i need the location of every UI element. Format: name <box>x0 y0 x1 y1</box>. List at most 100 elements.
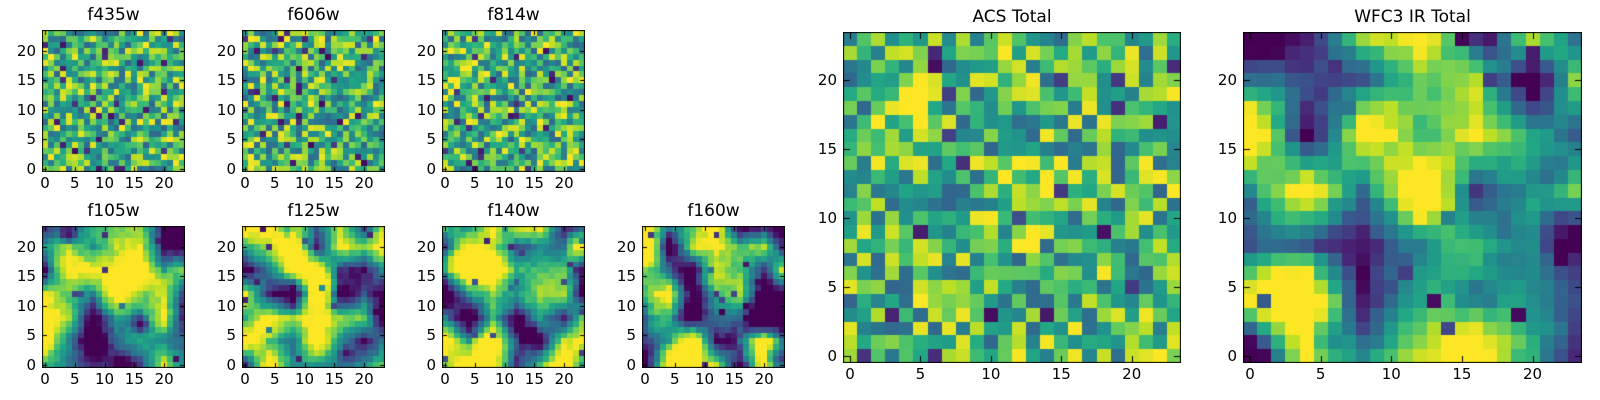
panel-title-wfc3-ir-total: WFC3 IR Total <box>1354 7 1471 28</box>
panel-title-f105w: f105w <box>87 201 140 222</box>
x-tick-label-acs-total-15: 15 <box>1051 365 1071 383</box>
heatmap-f105w <box>42 226 185 368</box>
y-tick-label-wfc3-ir-total-10: 10 <box>1217 209 1237 228</box>
x-tick-label-wfc3-ir-total-5: 5 <box>1315 365 1326 383</box>
x-tick-label-f606w-5: 5 <box>269 174 280 192</box>
panel-title-f814w: f814w <box>487 5 540 26</box>
x-tick-label-wfc3-ir-total-10: 10 <box>1381 365 1401 383</box>
y-tick-label-f140w-15: 15 <box>416 267 436 286</box>
y-tick-label-f606w-15: 15 <box>216 71 236 90</box>
y-tick-label-f814w-0: 0 <box>426 160 436 179</box>
x-tick-label-f435w-0: 0 <box>40 174 50 192</box>
panel-wfc3-ir-total: WFC3 IR Total 0 5 10 15 20 0 5 10 15 20 <box>1218 8 1582 382</box>
x-tick-label-f160w-20: 20 <box>754 370 774 388</box>
x-tick-label-wfc3-ir-total-15: 15 <box>1452 365 1472 383</box>
x-tick-label-f814w-10: 10 <box>495 174 515 192</box>
y-tick-label-f814w-10: 10 <box>416 100 436 119</box>
x-tick-label-f105w-0: 0 <box>40 370 50 388</box>
panel-title-f160w: f160w <box>687 201 740 222</box>
y-tick-label-f606w-0: 0 <box>226 160 236 179</box>
y-tick-label-f606w-20: 20 <box>216 41 236 60</box>
y-tick-label-f125w-10: 10 <box>216 296 236 315</box>
y-tick-label-wfc3-ir-total-20: 20 <box>1217 71 1237 90</box>
x-tick-label-f606w-10: 10 <box>295 174 315 192</box>
y-tick-label-f814w-15: 15 <box>416 71 436 90</box>
heatmap-wfc3-ir-total <box>1243 32 1582 363</box>
x-tick-label-wfc3-ir-total-20: 20 <box>1523 365 1543 383</box>
y-tick-label-f435w-15: 15 <box>16 71 36 90</box>
y-tick-label-f140w-20: 20 <box>416 237 436 256</box>
y-tick-label-acs-total-0: 0 <box>827 347 837 366</box>
x-tick-label-f105w-20: 20 <box>154 370 174 388</box>
x-tick-label-acs-total-10: 10 <box>981 365 1001 383</box>
y-tick-label-f435w-20: 20 <box>16 41 36 60</box>
y-tick-label-f105w-0: 0 <box>26 356 36 375</box>
y-tick-label-f125w-20: 20 <box>216 237 236 256</box>
y-tick-label-wfc3-ir-total-15: 15 <box>1217 140 1237 159</box>
y-tick-label-f160w-10: 10 <box>616 296 636 315</box>
panel-title-f606w: f606w <box>287 5 340 26</box>
panel-f160w: f160w 0 5 10 15 20 0 5 10 15 20 <box>617 202 785 387</box>
panel-title-f125w: f125w <box>287 201 340 222</box>
y-tick-label-f105w-15: 15 <box>16 267 36 286</box>
panel-f140w: f140w 0 5 10 15 20 0 5 10 15 20 <box>417 202 585 387</box>
panel-acs-total: ACS Total 0 5 10 15 20 0 5 10 15 20 <box>818 8 1181 382</box>
x-tick-label-acs-total-5: 5 <box>915 365 926 383</box>
x-tick-label-f814w-0: 0 <box>440 174 450 192</box>
heatmap-f435w <box>42 30 185 172</box>
heatmap-f140w <box>442 226 585 368</box>
panel-title-acs-total: ACS Total <box>972 7 1052 28</box>
panel-f814w: f814w 0 5 10 15 20 0 5 10 15 20 <box>417 6 585 191</box>
x-tick-label-f606w-20: 20 <box>354 174 374 192</box>
y-tick-label-f140w-0: 0 <box>426 356 436 375</box>
x-tick-label-f140w-5: 5 <box>469 370 480 388</box>
x-tick-label-f160w-5: 5 <box>669 370 680 388</box>
y-tick-label-f435w-10: 10 <box>16 100 36 119</box>
x-tick-label-f435w-15: 15 <box>124 174 144 192</box>
y-tick-label-f606w-10: 10 <box>216 100 236 119</box>
y-tick-label-f606w-5: 5 <box>226 130 236 149</box>
panel-f105w: f105w 0 5 10 15 20 0 5 10 15 20 <box>17 202 185 387</box>
x-tick-label-f105w-5: 5 <box>69 370 80 388</box>
y-tick-label-wfc3-ir-total-5: 5 <box>1227 278 1237 297</box>
y-tick-label-f160w-0: 0 <box>626 356 636 375</box>
heatmap-acs-total <box>843 32 1181 363</box>
y-tick-label-f105w-20: 20 <box>16 237 36 256</box>
x-tick-label-f435w-10: 10 <box>95 174 115 192</box>
x-tick-label-f160w-15: 15 <box>724 370 744 388</box>
y-tick-label-wfc3-ir-total-0: 0 <box>1227 347 1237 366</box>
y-tick-label-f125w-5: 5 <box>226 326 236 345</box>
x-tick-label-acs-total-20: 20 <box>1122 365 1142 383</box>
x-tick-label-f125w-15: 15 <box>324 370 344 388</box>
x-tick-label-f140w-0: 0 <box>440 370 450 388</box>
x-tick-label-f814w-5: 5 <box>469 174 480 192</box>
x-tick-label-acs-total-0: 0 <box>845 365 855 383</box>
y-tick-label-f435w-5: 5 <box>26 130 36 149</box>
y-tick-label-f814w-5: 5 <box>426 130 436 149</box>
y-tick-label-f105w-5: 5 <box>26 326 36 345</box>
x-tick-label-f606w-0: 0 <box>240 174 250 192</box>
y-tick-label-acs-total-10: 10 <box>817 209 837 228</box>
y-tick-label-f140w-10: 10 <box>416 296 436 315</box>
heatmap-f160w <box>642 226 785 368</box>
heatmap-f814w <box>442 30 585 172</box>
panel-f606w: f606w 0 5 10 15 20 0 5 10 15 20 <box>217 6 385 191</box>
y-tick-label-f160w-20: 20 <box>616 237 636 256</box>
y-tick-label-f105w-10: 10 <box>16 296 36 315</box>
x-tick-label-f814w-20: 20 <box>554 174 574 192</box>
x-tick-label-f814w-15: 15 <box>524 174 544 192</box>
x-tick-label-f140w-20: 20 <box>554 370 574 388</box>
panel-f435w: f435w 0 5 10 15 20 0 5 10 15 20 <box>17 6 185 191</box>
y-tick-label-acs-total-20: 20 <box>817 71 837 90</box>
y-tick-label-acs-total-15: 15 <box>817 140 837 159</box>
x-tick-label-f160w-10: 10 <box>695 370 715 388</box>
panel-title-f140w: f140w <box>487 201 540 222</box>
y-tick-label-f125w-15: 15 <box>216 267 236 286</box>
x-tick-label-f125w-20: 20 <box>354 370 374 388</box>
x-tick-label-wfc3-ir-total-0: 0 <box>1245 365 1255 383</box>
x-tick-label-f105w-10: 10 <box>95 370 115 388</box>
x-tick-label-f125w-0: 0 <box>240 370 250 388</box>
y-tick-label-f125w-0: 0 <box>226 356 236 375</box>
y-tick-label-f814w-20: 20 <box>416 41 436 60</box>
